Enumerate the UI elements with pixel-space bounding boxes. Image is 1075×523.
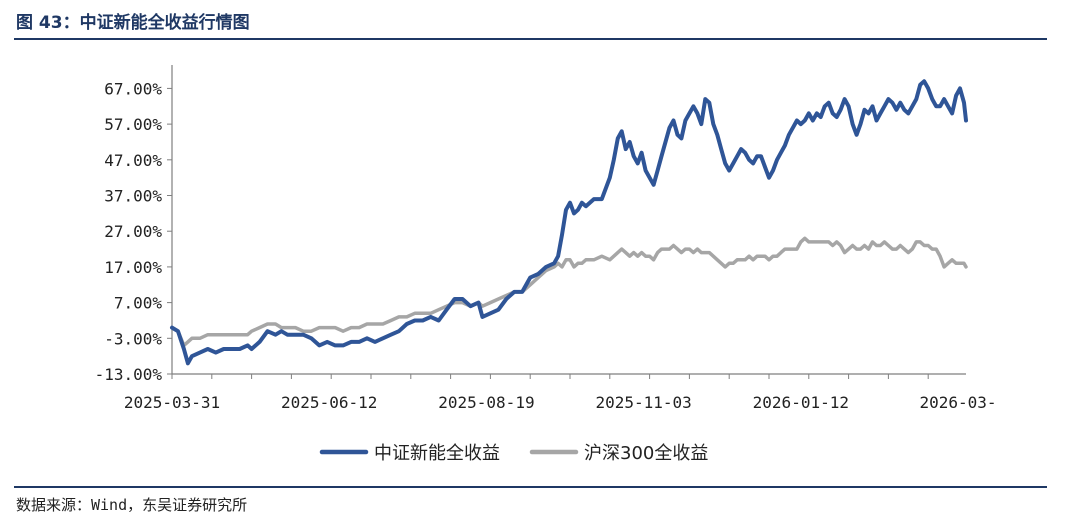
y-tick-label: -3.00% [104,329,162,348]
chart-legend: 中证新能全收益 沪深300全收益 [319,443,708,464]
x-tick-label: 2026-03- [920,393,997,412]
y-tick-label: 37.00% [104,187,162,206]
x-tick-label: 2025-06-12 [281,393,377,412]
y-tick-label: 17.00% [104,258,162,277]
y-axis-ticks: 67.00% 57.00% 47.00% 37.00% 27.00% 17.00% 7.00… [95,79,172,384]
legend-label-2: 沪深300全收益 [584,443,708,464]
chart-series [170,79,968,366]
y-tick-label: 67.00% [104,79,162,98]
footer-rule [14,486,1047,488]
title-rule [14,38,1047,40]
source-note: 数据来源：Wind，东吴证券研究所 [16,496,248,514]
x-tick-label: 2026-01-12 [753,393,849,412]
series-line-1 [170,79,968,366]
y-tick-label: 7.00% [114,294,163,313]
x-tick-label: 2025-08-19 [438,393,534,412]
y-tick-label: 57.00% [104,115,162,134]
legend-label-1: 中证新能全收益 [374,443,500,464]
series-line-2 [170,236,968,348]
x-tick-label: 2025-11-03 [595,393,691,412]
y-tick-label: -13.00% [95,365,163,384]
y-tick-label: 47.00% [104,151,162,170]
x-axis-ticks: 2025-03-31 2025-06-12 2025-08-19 2025-11-03… [124,374,997,412]
y-tick-label: 27.00% [104,222,162,241]
chart-axes [171,65,966,375]
page-title: 图 43：中证新能全收益行情图 [16,13,250,33]
x-tick-label: 2025-03-31 [124,393,220,412]
